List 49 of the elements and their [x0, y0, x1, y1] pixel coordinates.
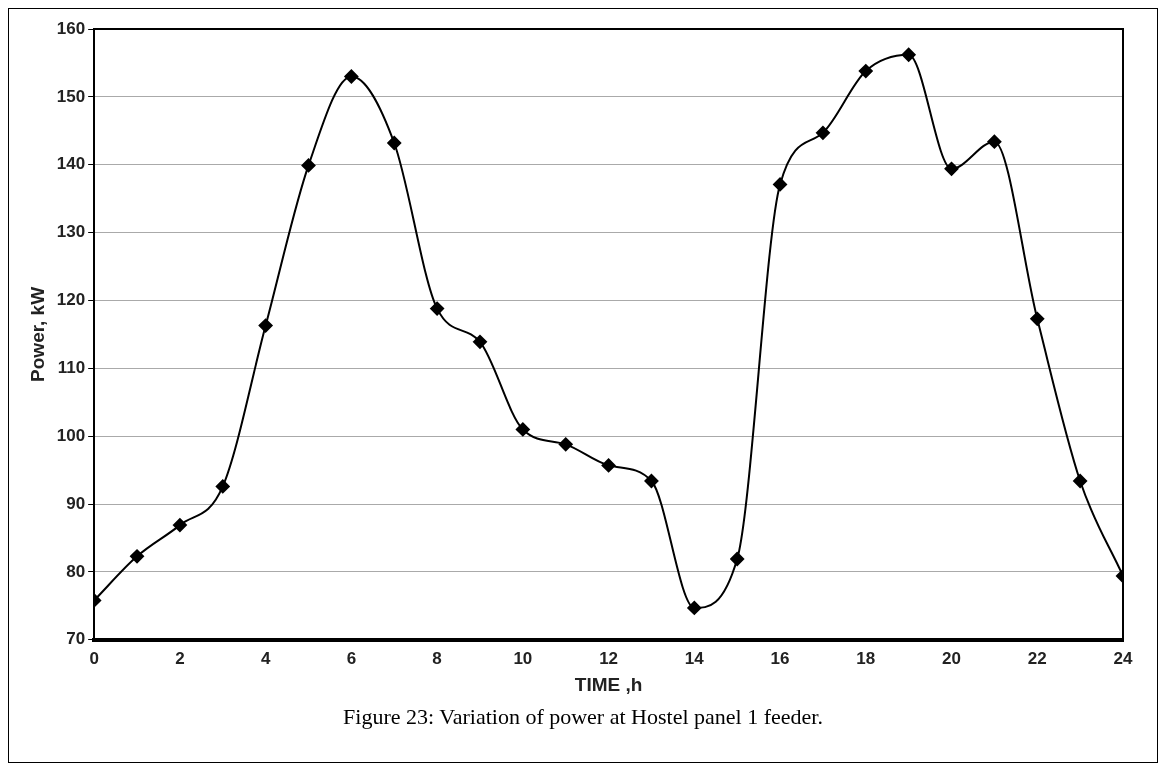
point [1030, 311, 1045, 326]
point [901, 47, 916, 62]
point [815, 125, 830, 140]
point [644, 473, 659, 488]
x-tick-label: 0 [89, 648, 99, 668]
y-tick-label: 80 [66, 561, 86, 581]
point [515, 422, 530, 437]
y-axis-title: Power, kW [26, 286, 48, 382]
point [987, 134, 1002, 149]
point [687, 600, 702, 615]
y-tick-label: 110 [57, 358, 86, 378]
y-tick-label: 120 [56, 290, 86, 310]
point [258, 318, 273, 333]
x-axis-title: TIME ,h [574, 673, 643, 695]
x-tick-label: 6 [346, 648, 357, 668]
x-tick-label: 14 [684, 648, 705, 668]
x-tick-label: 20 [942, 648, 961, 668]
point [130, 549, 145, 564]
point [1073, 473, 1088, 488]
point [430, 301, 445, 316]
point [301, 158, 316, 173]
x-tick-label: 18 [856, 648, 876, 668]
y-tick-label: 160 [56, 18, 86, 38]
point [773, 177, 788, 192]
y-tick-label: 70 [66, 629, 86, 649]
point [344, 69, 359, 84]
x-tick-label: 4 [260, 648, 271, 668]
y-tick-label: 100 [56, 425, 86, 445]
x-tick-label: 2 [175, 648, 185, 668]
x-tick-label: 12 [599, 648, 619, 668]
x-tick-label: 24 [1113, 648, 1133, 668]
point [215, 479, 230, 494]
point [730, 552, 745, 567]
x-tick-label: 8 [432, 648, 442, 668]
y-tick-label: 140 [56, 154, 86, 174]
point [858, 64, 873, 79]
point [944, 161, 959, 176]
y-tick-label: 130 [56, 222, 86, 242]
point [172, 518, 187, 533]
point [387, 136, 402, 151]
y-tick-label: 90 [66, 493, 86, 513]
x-tick-label: 22 [1027, 648, 1047, 668]
x-tick-label: 10 [513, 648, 533, 668]
caption: Figure 23: Variation of power at Hostel panel 1 feeder. [342, 704, 824, 730]
point [472, 334, 487, 349]
y-tick-label: 150 [56, 86, 86, 106]
point [558, 437, 573, 452]
x-tick-label: 16 [770, 648, 790, 668]
point [601, 458, 616, 473]
